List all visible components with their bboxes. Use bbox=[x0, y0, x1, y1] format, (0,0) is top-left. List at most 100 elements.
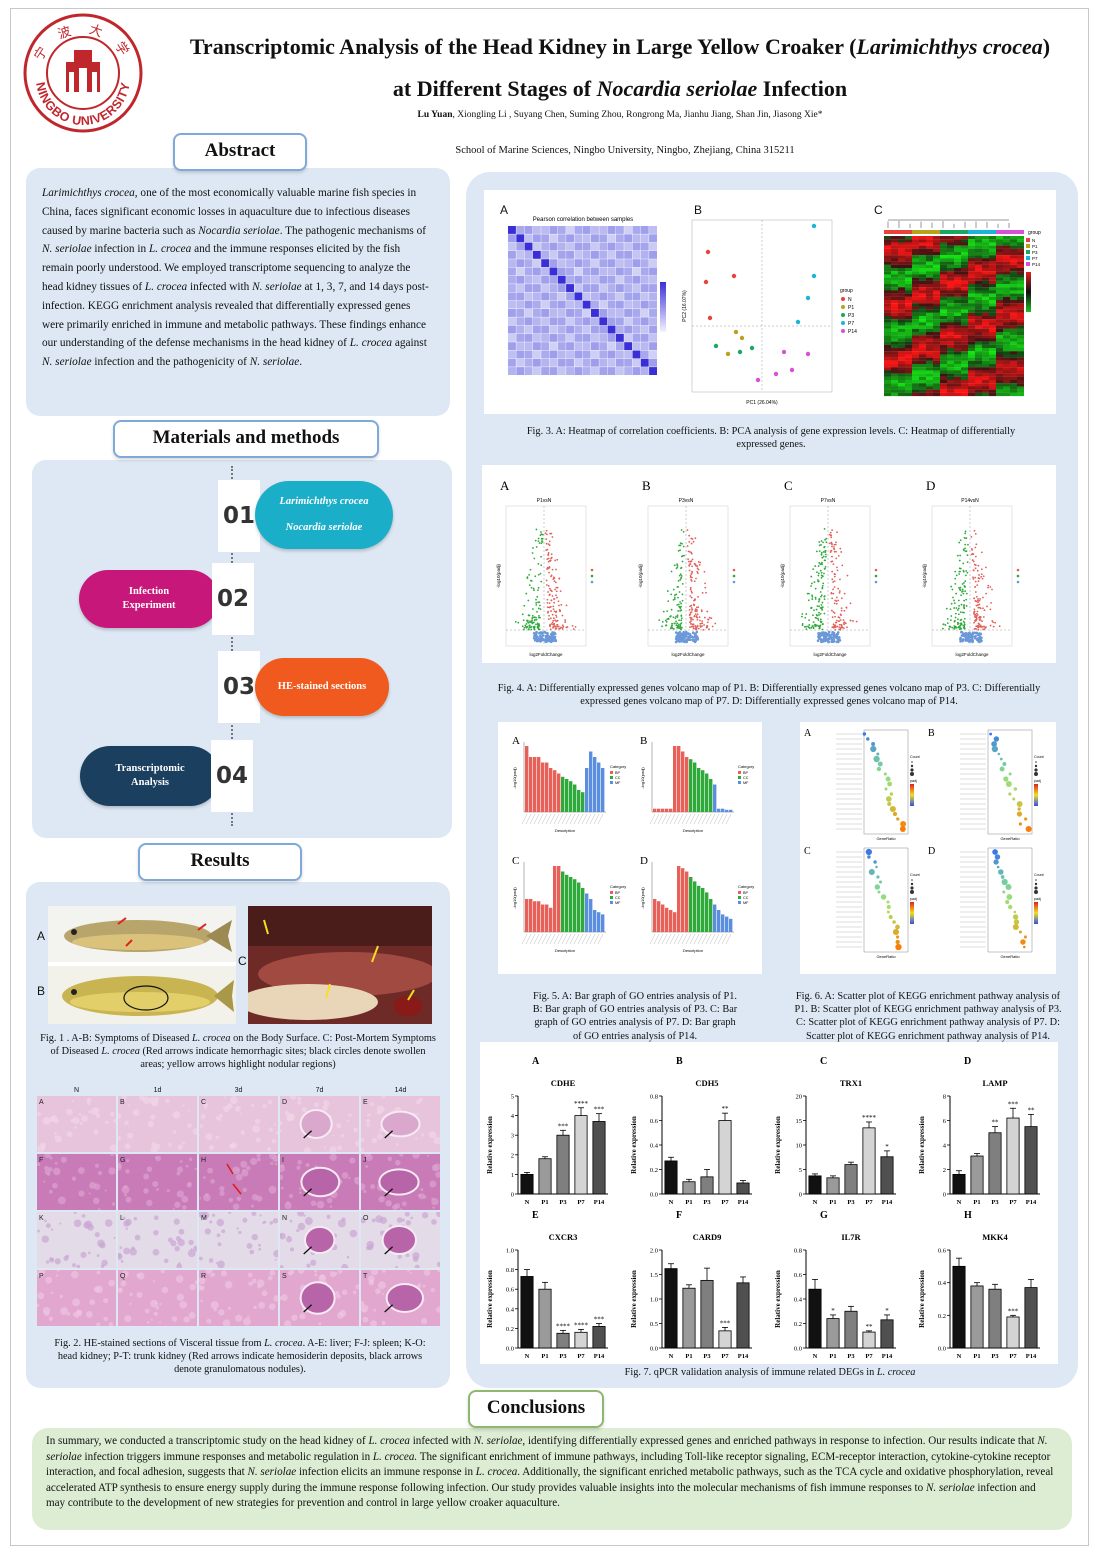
fig4-volcano-point bbox=[841, 564, 844, 567]
fig3c-heat-cell bbox=[1017, 300, 1024, 304]
fig4-volcano-point bbox=[676, 632, 680, 635]
fig3a-heat-cell bbox=[640, 325, 649, 334]
fig3c-heat-cell bbox=[1003, 344, 1010, 349]
fig4-volcano-point bbox=[552, 619, 555, 622]
fig4-volcano-point bbox=[550, 623, 553, 625]
fig3c-heat-cell bbox=[898, 252, 905, 256]
fig3c-heat-cell bbox=[1017, 351, 1024, 355]
fig3c-heat-cell bbox=[947, 239, 954, 243]
fig4-volcano-point bbox=[816, 579, 819, 581]
fig3a-heat-cell bbox=[541, 342, 550, 351]
fig3a-heat-cell bbox=[508, 267, 516, 276]
fig3a-heat-cell bbox=[524, 358, 533, 367]
fig3c-heat-cell bbox=[919, 376, 926, 381]
fig3a-heat-cell bbox=[516, 259, 525, 268]
fig4-volcano-point bbox=[816, 605, 819, 608]
fig3c-heat-cell bbox=[975, 392, 982, 397]
fig4-volcano-point bbox=[803, 625, 806, 628]
fig4-volcano-point bbox=[556, 596, 558, 599]
fig3c-heat-cell bbox=[989, 236, 996, 240]
fig3c-heat-cell bbox=[996, 296, 1003, 301]
fig3b-pca-point bbox=[731, 273, 737, 279]
fig4-volcano-point bbox=[982, 607, 984, 610]
fig4-volcano-point bbox=[808, 627, 811, 630]
fig4-volcano-point bbox=[807, 599, 810, 602]
fig3c-heat-cell bbox=[919, 312, 926, 317]
fig3c-heat-cell bbox=[961, 360, 968, 365]
fig3c-heat-cell bbox=[968, 264, 975, 269]
fig4-volcano-point bbox=[813, 609, 815, 612]
fig4-volcano-point bbox=[676, 626, 678, 629]
fig3a-heat-cell bbox=[624, 284, 633, 292]
fig4-volcano-point bbox=[963, 536, 966, 539]
fig3a-heat-cell bbox=[574, 367, 583, 375]
fig3c-heat-cell bbox=[884, 261, 891, 265]
fig4-volcano-point bbox=[699, 626, 702, 628]
fig3c-heat-cell bbox=[996, 328, 1003, 333]
fig3c-heat-cell bbox=[1003, 284, 1010, 288]
fig3c-heat-cell bbox=[996, 239, 1003, 243]
fig4-volcano-point bbox=[810, 575, 813, 578]
fig3a-heat-cell bbox=[615, 284, 624, 292]
fig3a-heat-cell bbox=[574, 250, 583, 259]
fig3a-heat-cell bbox=[574, 275, 583, 284]
fig3c-heat-cell bbox=[975, 328, 982, 333]
fig3c-heat-cell bbox=[926, 370, 933, 374]
fig3c-heat-cell bbox=[1017, 392, 1024, 397]
fig4-volcano-point bbox=[677, 623, 680, 626]
fig4-volcano-point bbox=[550, 599, 553, 602]
fig4-volcano-point bbox=[946, 622, 949, 625]
fig4-volcano-point bbox=[678, 591, 681, 593]
fig3c-heat-cell bbox=[996, 376, 1003, 381]
fig3c-heat-cell bbox=[898, 376, 905, 381]
fig3c-heat-cell bbox=[919, 332, 926, 336]
fig6-legend-count: Count bbox=[1034, 755, 1044, 759]
fig3c-heat-cell bbox=[954, 348, 961, 352]
fig4-volcano-point bbox=[962, 624, 965, 627]
fig7-chart-title: LAMP bbox=[982, 1078, 1007, 1088]
fig3c-heat-cell bbox=[1017, 290, 1024, 294]
fig6-panel-label: C bbox=[804, 846, 811, 857]
fig2-histology-cell: R bbox=[199, 1270, 278, 1326]
fig3a-heat-cell bbox=[599, 342, 608, 351]
fig3c-heat-cell bbox=[947, 335, 954, 339]
fig3c-heat-cell bbox=[954, 325, 961, 329]
fig5-legend-entry: BP bbox=[743, 771, 749, 775]
fig3a-heat-cell bbox=[599, 358, 608, 367]
fig5-bar bbox=[577, 790, 581, 812]
fig4-volcano-point bbox=[963, 617, 966, 620]
fig3a-heat-cell bbox=[516, 226, 525, 234]
fig3c-heat-cell bbox=[919, 287, 926, 291]
fig3a-heat-cell bbox=[640, 275, 649, 284]
fig5-legend-entry: CC bbox=[743, 896, 749, 900]
fig3a-heat-cell bbox=[524, 342, 533, 351]
fig3c-heat-cell bbox=[933, 332, 940, 336]
fig3c-heat-cell bbox=[954, 258, 961, 262]
fig3c-heat-cell bbox=[989, 312, 996, 317]
fig3c-heat-cell bbox=[975, 312, 982, 317]
fig3c-heat-cell bbox=[954, 309, 961, 313]
fig3c-heat-cell bbox=[968, 280, 975, 285]
fig4-volcano-point bbox=[680, 567, 682, 570]
fig7-category-label: P7 bbox=[1009, 1353, 1017, 1360]
fig3c-heat-cell bbox=[933, 293, 940, 297]
fig3b-pca-point bbox=[707, 315, 713, 321]
fig3c-heat-cell bbox=[989, 357, 996, 361]
fig7-bar bbox=[718, 1330, 732, 1349]
fig4-volcano-point bbox=[846, 626, 848, 629]
fig3c-heat-cell bbox=[940, 360, 947, 365]
fig3c-heat-cell bbox=[1003, 348, 1010, 352]
fig4-volcano-point bbox=[675, 624, 678, 627]
fig3c-heat-cell bbox=[947, 360, 954, 365]
fig4-volcano-point bbox=[819, 612, 822, 615]
fig4-volcano-point bbox=[973, 608, 976, 611]
fig5-legend-entry: BP bbox=[615, 771, 621, 775]
fig3c-heat-cell bbox=[933, 306, 940, 310]
fig7-tick-label: 0.4 bbox=[938, 1280, 947, 1287]
fig4-volcano-point bbox=[558, 604, 560, 607]
fig7-category-label: N bbox=[525, 1353, 530, 1360]
fig3c-heat-cell bbox=[884, 386, 891, 390]
fig6-kegg-point bbox=[895, 935, 900, 939]
fig7-panel-label: G bbox=[820, 1210, 828, 1221]
